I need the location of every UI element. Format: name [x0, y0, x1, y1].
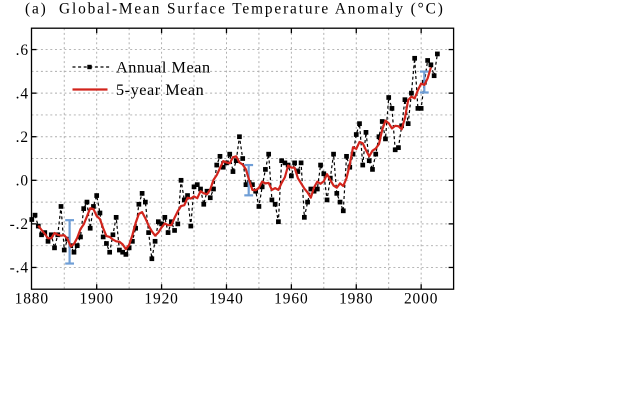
- svg-text:Annual Mean: Annual Mean: [116, 58, 211, 76]
- svg-text:1980: 1980: [339, 291, 373, 308]
- svg-text:1940: 1940: [209, 291, 243, 308]
- svg-text:(a) Global-Mean Surface Tempe: (a) Global-Mean Surface Temperature Anom…: [25, 0, 445, 17]
- svg-text:.0: .0: [16, 173, 29, 190]
- svg-text:.2: .2: [16, 129, 29, 146]
- svg-text:1960: 1960: [274, 291, 308, 308]
- svg-text:-.2: -.2: [10, 216, 29, 233]
- svg-text:.4: .4: [16, 85, 29, 102]
- svg-text:1900: 1900: [79, 291, 113, 308]
- svg-text:2000: 2000: [404, 291, 438, 308]
- svg-text:1880: 1880: [15, 291, 49, 308]
- svg-text:5-year Mean: 5-year Mean: [116, 81, 204, 99]
- svg-text:.6: .6: [16, 42, 29, 59]
- svg-text:-.4: -.4: [10, 260, 29, 277]
- svg-text:1920: 1920: [144, 291, 178, 308]
